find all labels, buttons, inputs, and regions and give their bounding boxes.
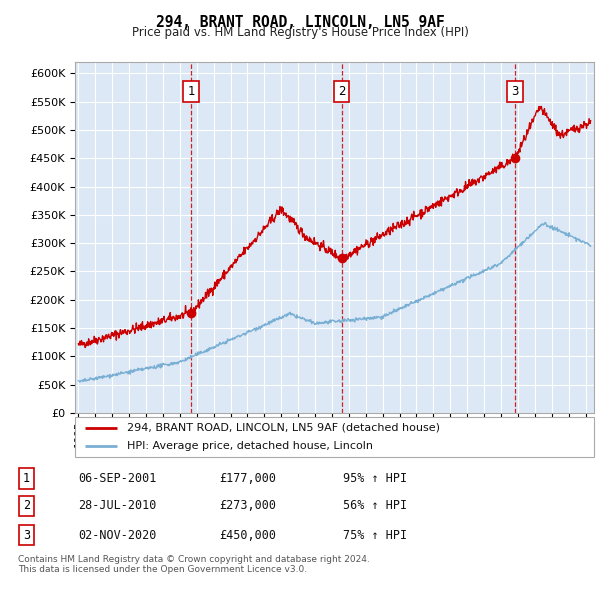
Text: £273,000: £273,000 [220,499,277,513]
Text: 56% ↑ HPI: 56% ↑ HPI [343,499,407,513]
Text: 2: 2 [338,86,346,99]
Text: 2: 2 [23,499,30,513]
Text: 3: 3 [23,529,30,542]
Text: 294, BRANT ROAD, LINCOLN, LN5 9AF (detached house): 294, BRANT ROAD, LINCOLN, LN5 9AF (detac… [127,423,440,433]
Text: 1: 1 [188,86,195,99]
Text: 02-NOV-2020: 02-NOV-2020 [78,529,157,542]
Text: Price paid vs. HM Land Registry's House Price Index (HPI): Price paid vs. HM Land Registry's House … [131,26,469,39]
Text: 28-JUL-2010: 28-JUL-2010 [78,499,157,513]
Text: 06-SEP-2001: 06-SEP-2001 [78,472,157,485]
Text: 3: 3 [512,86,519,99]
Text: 95% ↑ HPI: 95% ↑ HPI [343,472,407,485]
Text: 294, BRANT ROAD, LINCOLN, LN5 9AF: 294, BRANT ROAD, LINCOLN, LN5 9AF [155,15,445,30]
Text: HPI: Average price, detached house, Lincoln: HPI: Average price, detached house, Linc… [127,441,373,451]
Text: £450,000: £450,000 [220,529,277,542]
Text: 75% ↑ HPI: 75% ↑ HPI [343,529,407,542]
Text: Contains HM Land Registry data © Crown copyright and database right 2024.
This d: Contains HM Land Registry data © Crown c… [18,555,370,574]
Text: £177,000: £177,000 [220,472,277,485]
Text: 1: 1 [23,472,30,485]
